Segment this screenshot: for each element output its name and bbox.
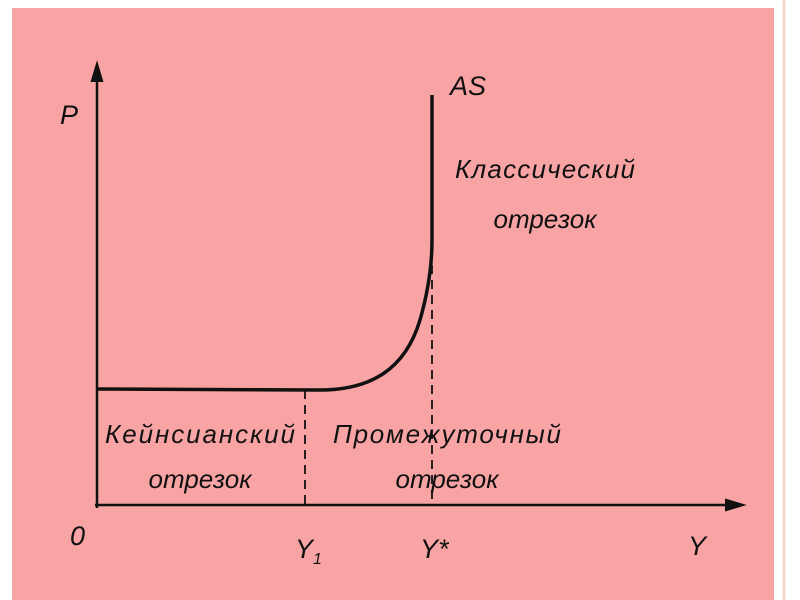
y-arrow <box>90 60 104 83</box>
classical-line2: отрезок <box>494 204 599 234</box>
x-mark-main: Y <box>295 534 315 564</box>
axis-x-label: Y <box>688 531 708 561</box>
intermediate-line2: отрезок <box>396 464 501 494</box>
keynesian-line2: отрезок <box>149 464 254 494</box>
origin-label: 0 <box>70 521 85 551</box>
x-arrow <box>724 498 747 512</box>
slide-bg <box>12 8 774 600</box>
curve-label: AS <box>448 71 486 101</box>
keynesian-line1: Кейнсианский <box>105 419 295 449</box>
intermediate-line1: Промежуточный <box>333 419 561 449</box>
axes <box>90 60 747 512</box>
x-mark-sub: 1 <box>313 551 322 568</box>
x-mark-ystar: Y* <box>420 534 450 564</box>
x-mark-y1: Y1 <box>295 534 322 568</box>
classical-line1: Классический <box>455 154 635 184</box>
axis-y-label: P <box>60 100 78 130</box>
